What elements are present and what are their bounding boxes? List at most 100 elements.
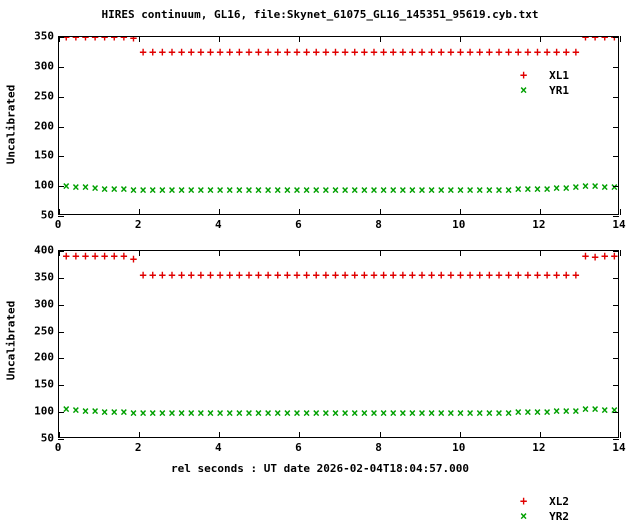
- y-axis-tick: [613, 439, 619, 440]
- y-axis-tick: [58, 156, 64, 158]
- legend-marker-plus-icon: +: [520, 68, 528, 82]
- data-point-yr1: ×: [428, 183, 436, 198]
- x-axis-tick: [539, 250, 541, 256]
- x-axis-tick-label: 2: [134, 218, 142, 231]
- y-axis-tick: [58, 439, 64, 440]
- x-axis-tick-label: 10: [452, 218, 466, 231]
- legend-entry-yr2[interactable]: YR2 ×: [480, 509, 615, 524]
- data-point-xl2: +: [120, 251, 128, 264]
- legend-entry-yr1[interactable]: YR1 ×: [480, 83, 615, 98]
- data-point-xl1: +: [601, 37, 609, 44]
- y-axis-tick-label: 50: [40, 208, 54, 222]
- legend-label-yr1: YR1: [549, 84, 569, 97]
- legend-entry-xl2[interactable]: XL2 +: [480, 494, 615, 509]
- data-point-yr2: ×: [610, 402, 618, 417]
- data-point-xl2: +: [197, 268, 205, 283]
- data-point-yr1: ×: [158, 183, 166, 198]
- data-point-xl1: +: [216, 44, 224, 59]
- data-point-yr1: ×: [216, 183, 224, 198]
- y-axis-tick-label: 100: [34, 178, 54, 192]
- data-point-xl1: +: [428, 44, 436, 59]
- data-point-xl1: +: [235, 44, 243, 59]
- data-point-xl1: +: [187, 44, 195, 59]
- plot-frame-top: + + + + + + + + + + + + + + + + + + + + + + + + + + + + + + + + + + + + + + + +…: [58, 36, 621, 217]
- data-point-xl1: +: [110, 37, 118, 44]
- data-point-yr1: ×: [129, 182, 138, 197]
- legend-label-xl2: XL2: [549, 495, 569, 508]
- x-axis-tick: [620, 432, 621, 438]
- data-point-xl1: +: [322, 44, 330, 59]
- data-point-xl2: +: [370, 268, 378, 283]
- x-axis-tick: [459, 209, 461, 215]
- data-point-yr1: ×: [245, 183, 253, 198]
- data-point-yr2: ×: [476, 406, 484, 421]
- x-axis-tick: [299, 250, 301, 256]
- y-axis-tick: [58, 304, 64, 306]
- data-point-yr2: ×: [120, 405, 128, 420]
- data-point-xl2: +: [312, 268, 320, 283]
- data-point-yr1: ×: [206, 183, 215, 198]
- data-point-yr1: ×: [447, 183, 455, 198]
- data-point-xl1: +: [399, 44, 407, 59]
- data-point-yr1: ×: [254, 183, 263, 198]
- data-point-yr1: ×: [120, 182, 128, 197]
- x-axis-tick: [59, 36, 60, 42]
- y-axis-tick: [613, 277, 619, 279]
- data-point-xl1: +: [447, 44, 455, 59]
- x-axis-tick: [59, 250, 60, 256]
- legend-label-xl1: XL1: [549, 69, 569, 82]
- x-axis-tick: [379, 209, 381, 215]
- data-point-yr1: ×: [466, 183, 474, 198]
- x-axis-tick-label: 8: [375, 441, 382, 454]
- data-point-xl2: +: [351, 268, 359, 283]
- x-axis-title: rel seconds : UT date 2026-02-04T18:04:5…: [170, 462, 469, 475]
- legend-marker-cross-icon: ×: [520, 83, 528, 97]
- data-point-yr2: ×: [101, 404, 109, 419]
- y-axis-tick: [58, 96, 64, 98]
- data-point-yr2: ×: [514, 405, 522, 420]
- y-axis-tick-label: 300: [34, 59, 54, 73]
- data-point-xl1: +: [389, 44, 397, 59]
- data-point-yr2: ×: [562, 404, 570, 419]
- data-point-yr2: ×: [226, 406, 234, 421]
- data-point-yr1: ×: [379, 183, 388, 198]
- data-point-yr2: ×: [206, 406, 215, 421]
- data-point-yr2: ×: [591, 402, 599, 417]
- data-point-yr2: ×: [399, 406, 407, 421]
- data-point-xl2: +: [264, 268, 272, 283]
- data-point-yr1: ×: [504, 182, 513, 197]
- data-point-xl1: +: [562, 44, 570, 59]
- data-point-xl1: +: [370, 44, 378, 59]
- data-point-xl1: +: [149, 44, 157, 59]
- data-point-xl1: +: [264, 44, 272, 59]
- x-axis-tick-label: 8: [375, 218, 382, 231]
- data-point-xl2: +: [331, 268, 340, 283]
- x-axis-tick: [620, 209, 621, 215]
- data-point-yr1: ×: [408, 183, 417, 198]
- legend-entry-xl1[interactable]: XL1 +: [480, 68, 615, 83]
- data-point-xl2: +: [437, 268, 445, 283]
- y-axis-tick-label: 150: [34, 377, 54, 391]
- data-point-yr1: ×: [437, 183, 445, 198]
- data-point-xl1: +: [514, 44, 522, 59]
- data-point-yr1: ×: [187, 183, 195, 198]
- data-point-xl2: +: [226, 268, 234, 283]
- data-point-yr1: ×: [524, 182, 532, 197]
- data-point-yr2: ×: [312, 406, 320, 421]
- x-axis-tick: [620, 36, 621, 42]
- data-point-yr2: ×: [495, 405, 503, 420]
- x-axis-tick: [299, 36, 301, 42]
- data-point-yr1: ×: [553, 180, 561, 195]
- x-axis-tick: [139, 250, 141, 256]
- data-point-yr1: ×: [274, 183, 282, 198]
- data-point-xl2: +: [581, 251, 590, 264]
- x-axis-tick-label: 4: [214, 218, 222, 231]
- data-point-xl1: +: [379, 44, 388, 59]
- data-point-xl1: +: [533, 44, 542, 59]
- x-axis-tick-label: 12: [532, 441, 546, 454]
- x-axis-tick: [299, 209, 301, 215]
- y-axis-tick: [58, 331, 64, 333]
- data-point-yr2: ×: [408, 406, 417, 421]
- x-axis-tick-label: 2: [134, 441, 142, 454]
- data-point-xl2: +: [562, 268, 570, 283]
